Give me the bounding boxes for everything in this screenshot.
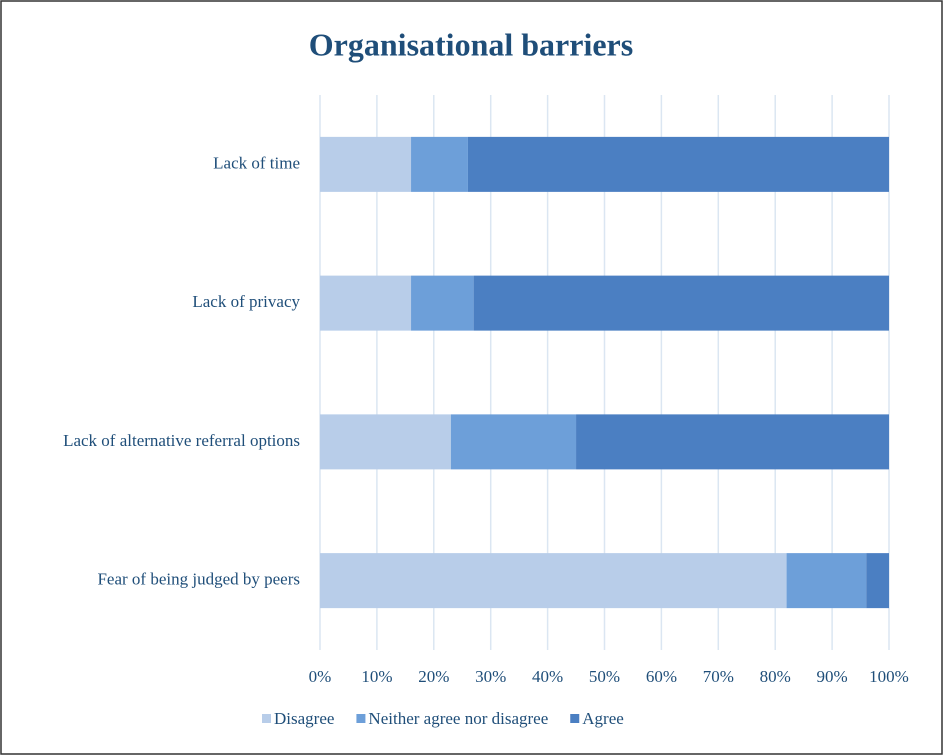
bar-segment	[866, 553, 889, 609]
x-tick-label: 0%	[309, 667, 332, 686]
legend-label: Neither agree nor disagree	[368, 709, 548, 728]
x-tick-label: 90%	[817, 667, 848, 686]
x-tick-label: 40%	[532, 667, 563, 686]
x-tick-label: 80%	[760, 667, 791, 686]
bar-segment	[320, 275, 412, 331]
chart-title: Organisational barriers	[309, 26, 633, 62]
bar-segment	[411, 275, 474, 331]
bar-segment	[576, 414, 889, 470]
y-tick-label: Fear of being judged by peers	[97, 570, 300, 589]
x-tick-label: 100%	[869, 667, 909, 686]
bar-segment	[450, 414, 577, 470]
legend-label: Agree	[582, 709, 624, 728]
x-tick-label: 70%	[703, 667, 734, 686]
bar-segment	[473, 275, 889, 331]
bar-segment	[786, 553, 867, 609]
y-tick-label: Lack of time	[213, 153, 300, 172]
bar-segment	[411, 136, 468, 192]
x-tick-label: 50%	[589, 667, 620, 686]
x-tick-label: 30%	[475, 667, 506, 686]
legend-swatch	[356, 714, 366, 723]
bar-segment	[320, 136, 412, 192]
y-tick-label: Lack of privacy	[192, 292, 300, 311]
legend-swatch	[570, 714, 580, 723]
bar-segment	[320, 414, 451, 470]
x-tick-label: 20%	[418, 667, 449, 686]
bar-segment	[320, 553, 787, 609]
bar-segment	[467, 136, 889, 192]
y-tick-label: Lack of alternative referral options	[63, 431, 300, 450]
legend-label: Disagree	[274, 709, 334, 728]
x-tick-label: 10%	[361, 667, 392, 686]
legend-swatch	[262, 714, 271, 723]
x-tick-label: 60%	[646, 667, 677, 686]
